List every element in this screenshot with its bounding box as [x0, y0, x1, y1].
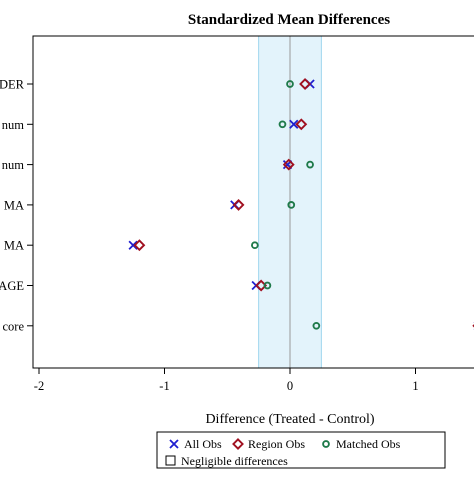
legend-label: Region Obs	[248, 437, 305, 451]
legend-label: All Obs	[184, 437, 222, 451]
plot-frame	[33, 36, 474, 368]
legend-label: Matched Obs	[336, 437, 401, 451]
legend: All Obs Region Obs Matched Obs Negligible d…	[157, 432, 445, 468]
legend-band-label: Negligible differences	[181, 454, 288, 468]
matched-obs-point	[252, 242, 258, 248]
category-label: DER	[0, 78, 25, 92]
legend-band-swatch	[166, 456, 175, 465]
category-label: AGE	[0, 279, 24, 293]
x-tick-label: -1	[159, 379, 169, 393]
x-tick-label: -2	[34, 379, 44, 393]
x-axis: -2 -1 0 1	[34, 368, 419, 393]
x-axis-label: Difference (Treated - Control)	[205, 412, 374, 427]
category-labels: DER num num MA MA AGE core	[0, 78, 33, 334]
x-tick-label: 1	[412, 379, 418, 393]
category-label: num	[2, 118, 25, 132]
category-label: core	[2, 319, 24, 333]
category-label: MA	[4, 239, 24, 253]
plot-frame-layer	[33, 36, 474, 368]
category-label: MA	[4, 198, 24, 212]
category-label: num	[2, 158, 25, 172]
x-tick-label: 0	[287, 379, 293, 393]
chart-title: Standardized Mean Differences	[188, 12, 390, 28]
